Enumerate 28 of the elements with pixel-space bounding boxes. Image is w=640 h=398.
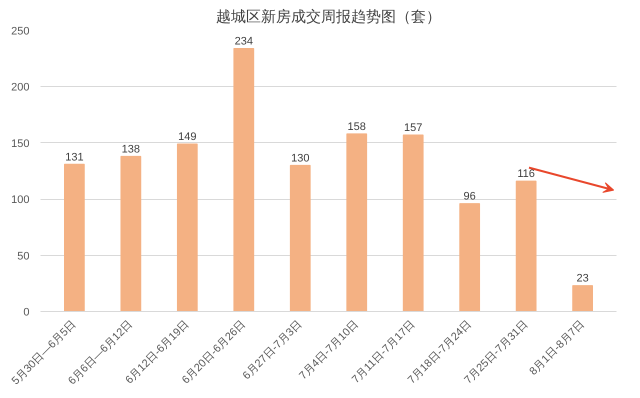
data-label: 116 bbox=[517, 168, 535, 180]
bar bbox=[346, 133, 368, 312]
bar bbox=[572, 285, 593, 312]
data-label: 234 bbox=[234, 35, 253, 48]
y-tick-label: 150 bbox=[11, 138, 30, 150]
data-label: 23 bbox=[576, 272, 589, 285]
data-label: 149 bbox=[178, 131, 197, 144]
bar bbox=[459, 203, 480, 312]
bar bbox=[402, 134, 424, 312]
data-label: 96 bbox=[464, 190, 476, 203]
chart-title: 越城区新房成交周报趋势图（套） bbox=[216, 8, 441, 26]
bar bbox=[64, 164, 85, 312]
bar bbox=[290, 164, 311, 312]
data-label: 130 bbox=[291, 152, 310, 164]
y-tick-label: 0 bbox=[23, 306, 30, 318]
data-label: 131 bbox=[65, 151, 84, 164]
y-tick-label: 250 bbox=[11, 26, 30, 38]
bar bbox=[516, 180, 537, 312]
data-label: 158 bbox=[348, 120, 366, 133]
y-tick-label: 50 bbox=[17, 250, 30, 262]
y-tick-label: 100 bbox=[11, 194, 30, 206]
data-label: 157 bbox=[404, 122, 422, 134]
x-tick-label: 8月1日-8月7日 bbox=[527, 318, 587, 378]
bar bbox=[176, 144, 198, 312]
data-label: 138 bbox=[122, 143, 140, 156]
bar bbox=[120, 156, 142, 312]
bar bbox=[233, 48, 254, 312]
y-tick-label: 200 bbox=[11, 82, 30, 94]
